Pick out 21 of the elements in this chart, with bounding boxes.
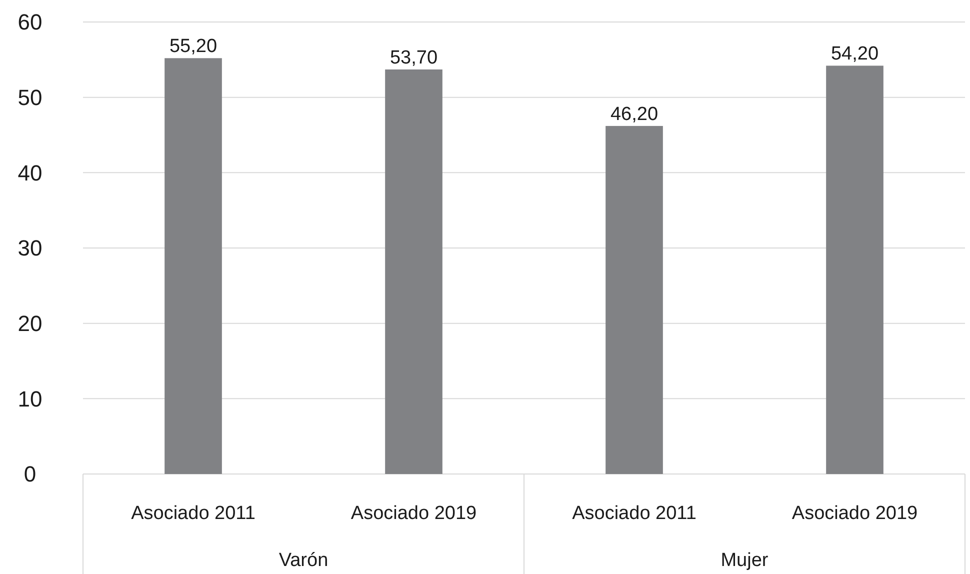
bar [164, 58, 222, 474]
bar [826, 66, 884, 474]
y-tick-label: 50 [18, 85, 42, 110]
y-tick-label: 20 [18, 311, 42, 336]
data-label: 54,20 [830, 44, 879, 65]
x-tick-label: Asociado 2019 [792, 503, 918, 524]
bar [606, 126, 663, 474]
data-label: 46,20 [610, 104, 658, 125]
x-tick-label: Asociado 2019 [350, 503, 477, 524]
y-tick-label: 40 [18, 160, 42, 186]
text: Varón [278, 550, 328, 571]
x-tick-label: Asociado 2011 [572, 503, 696, 524]
text: Mujer [720, 550, 769, 571]
data-label: 55,20 [169, 36, 218, 58]
data-label: 53,70 [390, 47, 438, 68]
x-tick-label: Asociado 2011 [131, 503, 256, 524]
y-tick-label: 30 [18, 236, 42, 261]
y-tick-label: 60 [18, 10, 42, 35]
y-tick-label: 0 [24, 462, 36, 487]
bar [385, 69, 442, 474]
y-tick-label: 10 [18, 386, 42, 412]
